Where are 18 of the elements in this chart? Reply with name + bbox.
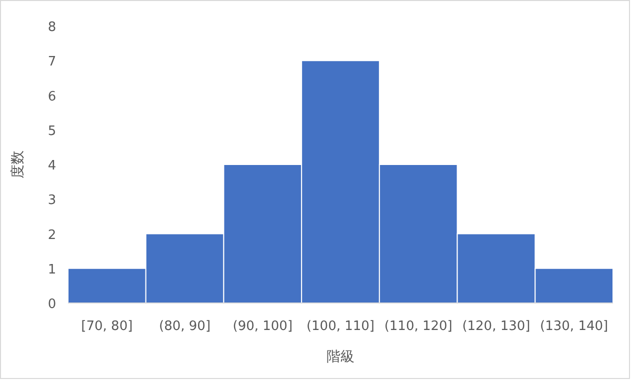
y-tick-label: 7 [48,54,56,70]
y-axis-title: 度数 [10,150,26,178]
y-tick-label: 8 [48,20,56,35]
x-tick-label: (90, 100] [232,319,293,334]
y-tick-label: 3 [48,193,56,208]
x-axis-title: 階級 [326,349,354,365]
y-tick-label: 2 [48,228,56,243]
x-tick-label: (110, 120] [384,319,452,334]
y-tick-label: 4 [48,158,56,174]
x-tick-label: (80, 90] [159,319,211,334]
x-tick-label: [70, 80] [81,319,133,334]
y-tick-label: 5 [48,124,56,139]
x-tick-label: (120, 130] [462,319,530,334]
x-tick-label: (100, 110] [306,319,375,334]
y-tick-label: 6 [48,89,56,104]
y-tick-label: 0 [48,297,56,312]
x-tick-label: (130, 140] [540,319,608,334]
y-tick-label: 1 [48,262,56,278]
